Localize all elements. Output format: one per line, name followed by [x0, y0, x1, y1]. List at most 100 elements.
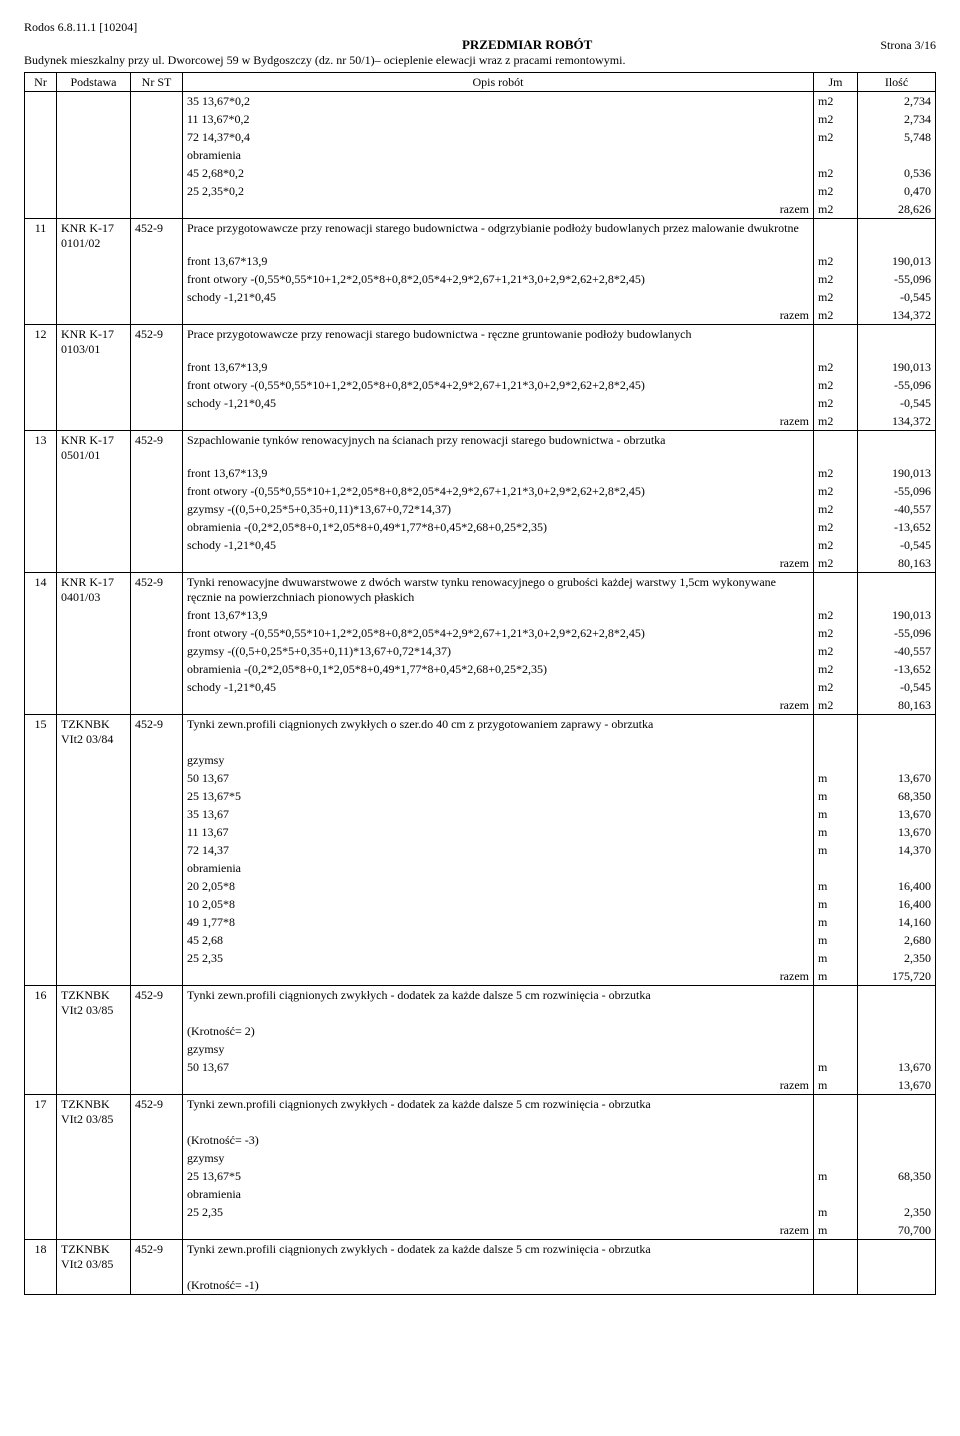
cell-opis: Szpachlowanie tynków renowacyjnych na śc… — [183, 431, 814, 465]
doc-title: PRZEDMIAR ROBÓT — [174, 37, 880, 53]
cell-il: 2,350 — [858, 949, 936, 967]
cell-pod: KNR K-17 0501/01 — [57, 431, 131, 465]
cell-opis: 49 1,77*8 — [183, 913, 814, 931]
cell-opis: gzymsy — [183, 1040, 814, 1058]
cell-pod — [57, 376, 131, 394]
cell-st — [131, 967, 183, 986]
cell-il: 190,013 — [858, 464, 936, 482]
cell-pod — [57, 536, 131, 554]
cell-opis: 35 13,67*0,2 — [183, 92, 814, 111]
cell-jm: m2 — [814, 128, 858, 146]
cell-st — [131, 787, 183, 805]
cell-pod — [57, 805, 131, 823]
cell-jm — [814, 1149, 858, 1167]
cell-st — [131, 536, 183, 554]
table-row: gzymsy -((0,5+0,25*5+0,35+0,11)*13,67+0,… — [25, 500, 936, 518]
cell-jm: m2 — [814, 182, 858, 200]
cell-opis: (Krotność= -3) — [183, 1131, 814, 1149]
cell-nr: 12 — [25, 325, 57, 359]
cell-opis: gzymsy -((0,5+0,25*5+0,35+0,11)*13,67+0,… — [183, 500, 814, 518]
table-row: 50 13,67m13,670 — [25, 769, 936, 787]
cell-st — [131, 1022, 183, 1040]
cell-nr: 13 — [25, 431, 57, 465]
table-row: 14KNR K-17 0401/03452-9Tynki renowacyjne… — [25, 573, 936, 607]
cell-st: 452-9 — [131, 715, 183, 749]
cell-opis: front otwory -(0,55*0,55*10+1,2*2,05*8+0… — [183, 482, 814, 500]
cell-il: -13,652 — [858, 660, 936, 678]
th-opis: Opis robót — [183, 73, 814, 92]
table-row: front 13,67*13,9m2190,013 — [25, 464, 936, 482]
cell-pod: TZKNBK VIt2 03/84 — [57, 715, 131, 749]
cell-st — [131, 110, 183, 128]
page-number: Strona 3/16 — [880, 38, 936, 53]
table-row: 45 2,68m2,680 — [25, 931, 936, 949]
table-body: 35 13,67*0,2m22,73411 13,67*0,2m22,73472… — [25, 92, 936, 1295]
cell-st — [131, 678, 183, 696]
cell-jm: m — [814, 949, 858, 967]
cell-nr — [25, 200, 57, 219]
cell-nr — [25, 624, 57, 642]
cell-jm: m — [814, 967, 858, 986]
table-row: schody -1,21*0,45m2-0,545 — [25, 288, 936, 306]
cell-st — [131, 270, 183, 288]
cell-opis: 25 2,35 — [183, 949, 814, 967]
cell-jm: m — [814, 895, 858, 913]
cell-il: -0,545 — [858, 536, 936, 554]
cell-nr: 16 — [25, 986, 57, 1020]
cell-st — [131, 482, 183, 500]
cell-st: 452-9 — [131, 1240, 183, 1274]
cell-il: 13,670 — [858, 1076, 936, 1095]
cell-pod — [57, 1022, 131, 1040]
cell-pod — [57, 358, 131, 376]
cell-opis: obramienia — [183, 859, 814, 877]
cell-il — [858, 219, 936, 253]
cell-st — [131, 1149, 183, 1167]
cell-jm — [814, 1095, 858, 1129]
table-row: razemm228,626 — [25, 200, 936, 219]
cell-st — [131, 877, 183, 895]
table-row: razemm280,163 — [25, 554, 936, 573]
cell-jm: m2 — [814, 500, 858, 518]
cell-opis: razem — [183, 1221, 814, 1240]
cell-jm: m — [814, 877, 858, 895]
cell-il: 190,013 — [858, 606, 936, 624]
table-row: 20 2,05*8m16,400 — [25, 877, 936, 895]
cell-il — [858, 859, 936, 877]
cell-opis: front 13,67*13,9 — [183, 464, 814, 482]
cell-st — [131, 306, 183, 325]
cell-pod: TZKNBK VIt2 03/85 — [57, 1240, 131, 1274]
cell-nr — [25, 92, 57, 111]
cell-st — [131, 252, 183, 270]
cell-nr — [25, 376, 57, 394]
cell-il — [858, 1131, 936, 1149]
cell-il — [858, 1149, 936, 1167]
cell-il — [858, 751, 936, 769]
cell-opis: Tynki zewn.profili ciągnionych zwykłych … — [183, 1240, 814, 1274]
cell-st — [131, 1167, 183, 1185]
cell-jm: m — [814, 1203, 858, 1221]
cell-opis: Prace przygotowawcze przy renowacji star… — [183, 219, 814, 253]
cell-nr — [25, 660, 57, 678]
cell-pod — [57, 841, 131, 859]
cell-pod — [57, 464, 131, 482]
cell-nr — [25, 464, 57, 482]
cell-il — [858, 1276, 936, 1295]
table-row: 16TZKNBK VIt2 03/85452-9Tynki zewn.profi… — [25, 986, 936, 1020]
cell-jm: m — [814, 823, 858, 841]
cell-il: 2,350 — [858, 1203, 936, 1221]
table-row: 45 2,68*0,2m20,536 — [25, 164, 936, 182]
cell-nr — [25, 1221, 57, 1240]
cell-st — [131, 92, 183, 111]
cell-st — [131, 1221, 183, 1240]
cell-opis: 10 2,05*8 — [183, 895, 814, 913]
cell-nr — [25, 146, 57, 164]
rodos-line: Rodos 6.8.11.1 [10204] — [24, 20, 936, 35]
table-row: front 13,67*13,9m2190,013 — [25, 606, 936, 624]
cell-il: 14,370 — [858, 841, 936, 859]
cell-nr — [25, 642, 57, 660]
cell-jm: m2 — [814, 358, 858, 376]
cell-il: 70,700 — [858, 1221, 936, 1240]
cell-il: -55,096 — [858, 270, 936, 288]
cell-st — [131, 376, 183, 394]
table-row: 25 2,35m2,350 — [25, 1203, 936, 1221]
